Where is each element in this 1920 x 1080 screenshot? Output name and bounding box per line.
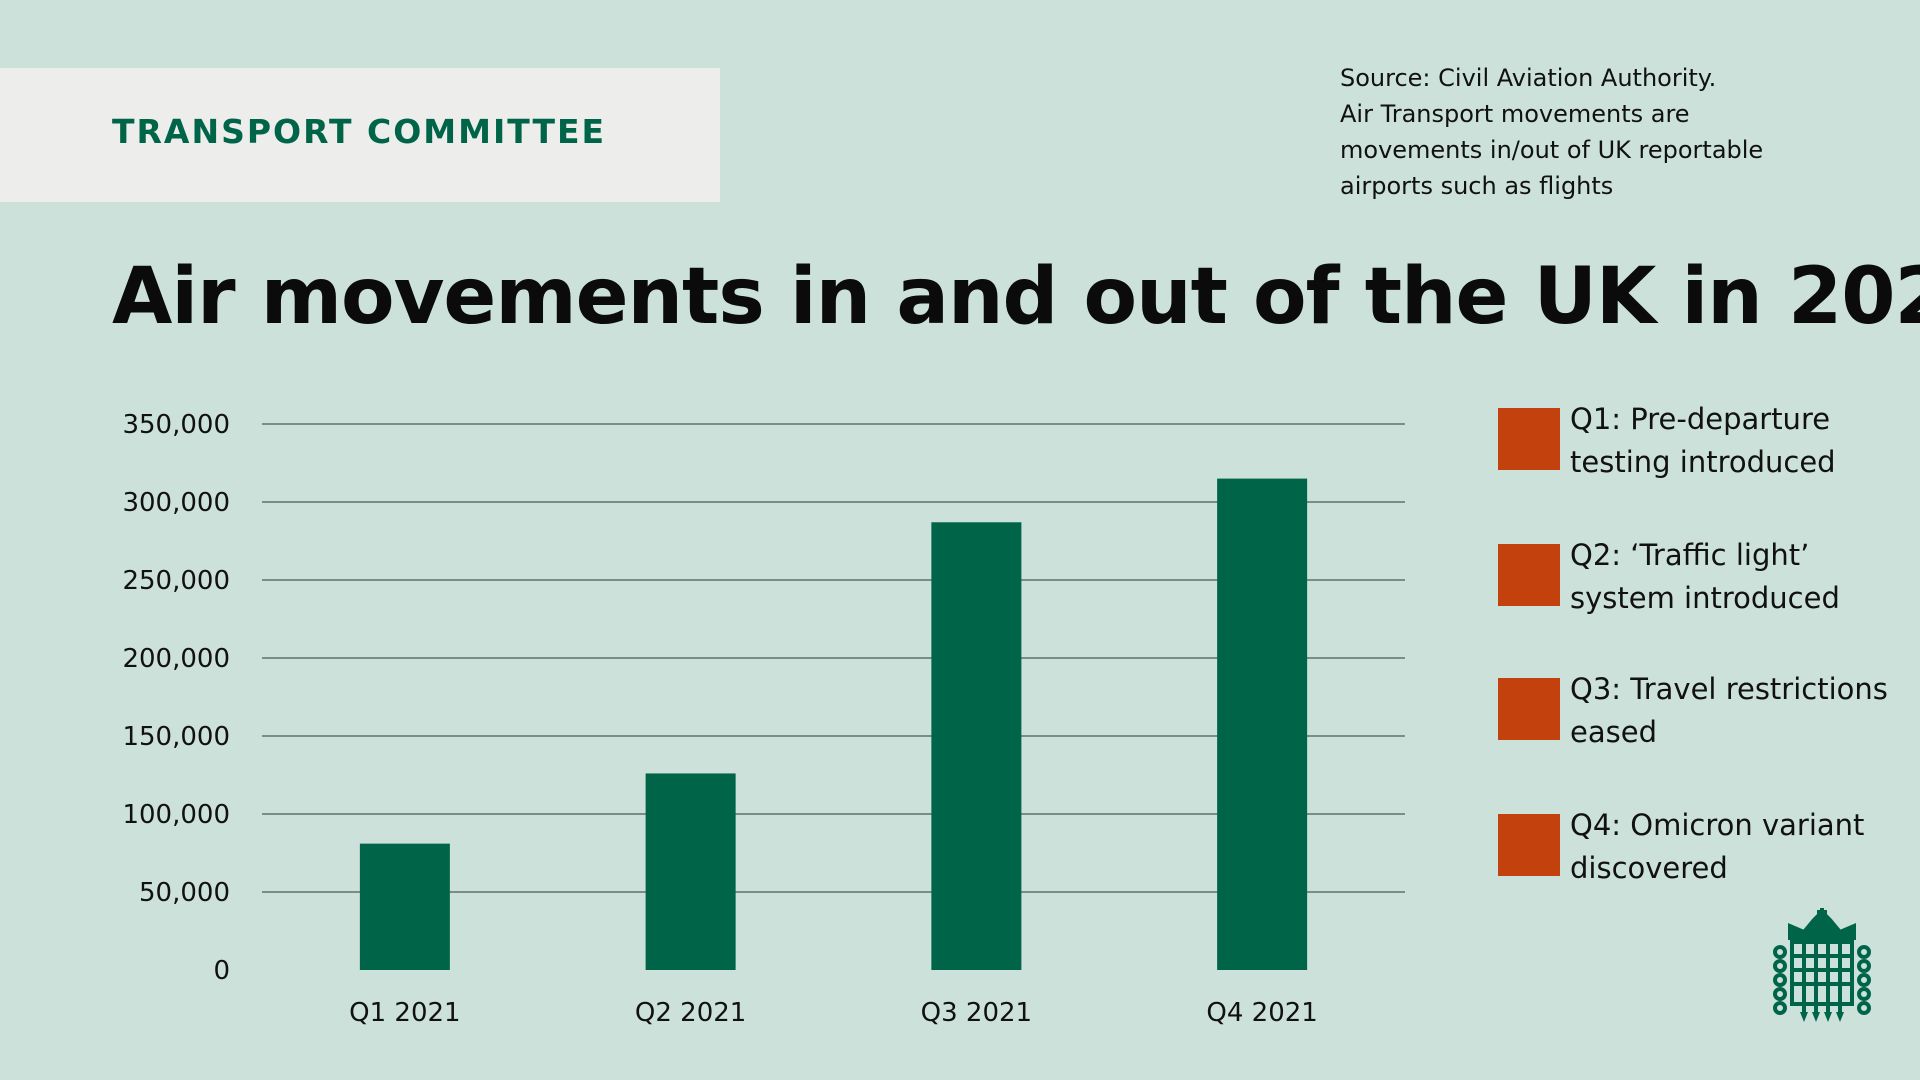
bar-2 [645,773,736,970]
legend-item-q3: Q3: Travel restrictions eased [1498,668,1918,758]
legend-swatch [1498,814,1560,876]
x-tick-label: Q2 2021 [635,998,746,1028]
x-tick-label: Q1 2021 [349,998,460,1028]
source-note: Source: Civil Aviation Authority. Air Tr… [1340,60,1800,204]
legend-swatch [1498,678,1560,740]
source-note-line: Air Transport movements are [1340,100,1690,128]
y-axis-tick-labels: 0 50,000 100,000 150,000 200,000 250,000 300,0… [122,410,230,986]
y-tick-label: 50,000 [139,878,230,908]
legend-swatch [1498,544,1560,606]
y-tick-label: 150,000 [122,722,230,752]
source-note-line: movements in/out of UK reportable [1340,136,1764,164]
bar-4 [1217,478,1308,970]
chart-title: Air movements in and out of the UK in 20… [112,252,1920,342]
committee-banner [0,68,720,202]
bar-3 [931,522,1022,970]
legend-item-q4: Q4: Omicron variant discovered [1498,804,1918,894]
y-tick-label: 300,000 [122,488,230,518]
grid-layer [262,423,1405,893]
source-note-line: Source: Civil Aviation Authority. [1340,64,1717,92]
bars-layer [359,478,1308,970]
y-tick-label: 0 [213,956,230,986]
legend-label: Q1: Pre-departure testing introduced [1570,402,1836,479]
legend-label: Q2: ‘Traffic light’ system introduced [1570,538,1840,615]
x-tick-label: Q4 2021 [1206,998,1317,1028]
legend-label: Q4: Omicron variant discovered [1570,808,1865,885]
source-note-line: airports such as flights [1340,172,1614,200]
legend-item-q2: Q2: ‘Traffic light’ system introduced [1498,534,1918,624]
y-tick-label: 200,000 [122,644,230,674]
y-tick-label: 350,000 [122,410,230,440]
x-axis-tick-labels: Q1 2021 Q2 2021 Q3 2021 Q4 2021 [349,998,1318,1028]
bar-1 [359,843,450,970]
portcullis-icon [1773,908,1871,1022]
legend-label: Q3: Travel restrictions eased [1570,672,1888,749]
committee-name: TRANSPORT COMMITTEE [112,112,607,151]
legend-swatch [1498,408,1560,470]
y-tick-label: 100,000 [122,800,230,830]
x-tick-label: Q3 2021 [921,998,1032,1028]
legend-item-q1: Q1: Pre-departure testing introduced [1498,398,1918,488]
y-tick-label: 250,000 [122,566,230,596]
